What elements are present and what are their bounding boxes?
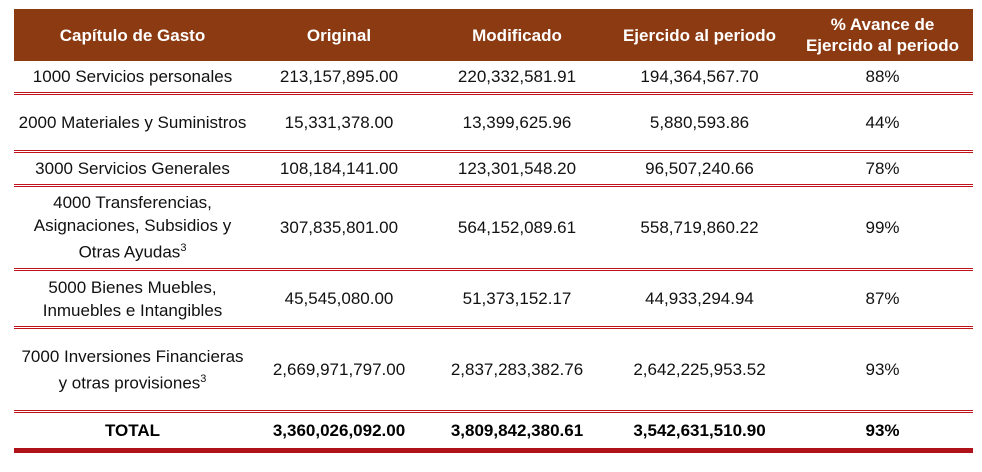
ejercido-cell: 5,880,593.86	[649, 113, 750, 132]
footnote-mark: 3	[180, 242, 187, 255]
header-modificado: Modificado	[472, 25, 562, 45]
table-header: Capítulo de Gasto Original Modificado Ej…	[14, 9, 973, 61]
modificado-cell: 51,373,152.17	[462, 289, 572, 308]
ejercido-cell: 194,364,567.70	[640, 67, 759, 86]
ejercido-cell: 44,933,294.94	[645, 289, 754, 308]
original-cell: 2,669,971,797.00	[272, 360, 406, 379]
header-ejercido: Ejercido al periodo	[622, 25, 777, 45]
original-cell: 213,157,895.00	[279, 67, 399, 86]
capitulo-cell: 1000 Servicios personales	[32, 67, 233, 86]
avance-cell: 99%	[865, 218, 900, 237]
original-cell: 15,331,378.00	[284, 113, 394, 132]
original-cell: 45,545,080.00	[284, 289, 394, 308]
avance-cell: 88%	[865, 67, 900, 86]
total-label: TOTAL	[104, 420, 161, 440]
table-row: 1000 Servicios personales 213,157,895.00…	[14, 61, 973, 95]
capitulo-cell: 7000 Inversiones Financieras y otras pro…	[14, 345, 251, 395]
table-row: 2000 Materiales y Suministros 15,331,378…	[14, 95, 973, 153]
budget-table: Capítulo de Gasto Original Modificado Ej…	[14, 9, 973, 453]
total-avance: 93%	[865, 420, 900, 440]
table-row: 3000 Servicios Generales 108,184,141.00 …	[14, 153, 973, 187]
total-row: TOTAL 3,360,026,092.00 3,809,842,380.61 …	[14, 413, 973, 453]
total-ejercido: 3,542,631,510.90	[633, 420, 766, 440]
modificado-cell: 13,399,625.96	[462, 113, 572, 132]
capitulo-text: 7000 Inversiones Financieras y otras pro…	[21, 346, 244, 393]
avance-cell: 93%	[865, 360, 900, 379]
modificado-cell: 123,301,548.20	[457, 159, 577, 178]
header-avance: % Avance de Ejercido al periodo	[805, 15, 960, 55]
avance-cell: 87%	[865, 289, 900, 308]
modificado-cell: 2,837,283,382.76	[450, 360, 584, 379]
table-row: 4000 Transferencias, Asignaciones, Subsi…	[14, 187, 973, 271]
header-capitulo: Capítulo de Gasto	[59, 25, 206, 45]
capitulo-cell: 2000 Materiales y Suministros	[18, 113, 247, 132]
ejercido-cell: 558,719,860.22	[640, 218, 759, 237]
modificado-cell: 564,152,089.61	[457, 218, 577, 237]
ejercido-cell: 96,507,240.66	[645, 159, 754, 178]
table-row: 7000 Inversiones Financieras y otras pro…	[14, 329, 973, 413]
original-cell: 108,184,141.00	[279, 159, 399, 178]
avance-cell: 78%	[865, 159, 900, 178]
footnote-mark: 3	[200, 372, 207, 385]
ejercido-cell: 2,642,225,953.52	[633, 360, 766, 379]
capitulo-cell: 5000 Bienes Muebles, Inmuebles e Intangi…	[42, 277, 223, 320]
total-original: 3,360,026,092.00	[272, 420, 406, 440]
total-modificado: 3,809,842,380.61	[450, 420, 584, 440]
capitulo-cell: 4000 Transferencias, Asignaciones, Subsi…	[14, 191, 251, 264]
capitulo-cell: 3000 Servicios Generales	[35, 159, 230, 178]
header-original: Original	[306, 25, 372, 45]
original-cell: 307,835,801.00	[279, 218, 399, 237]
avance-cell: 44%	[865, 113, 900, 132]
table-row: 5000 Bienes Muebles, Inmuebles e Intangi…	[14, 271, 973, 329]
modificado-cell: 220,332,581.91	[457, 67, 577, 86]
capitulo-text: 4000 Transferencias, Asignaciones, Subsi…	[33, 193, 232, 262]
